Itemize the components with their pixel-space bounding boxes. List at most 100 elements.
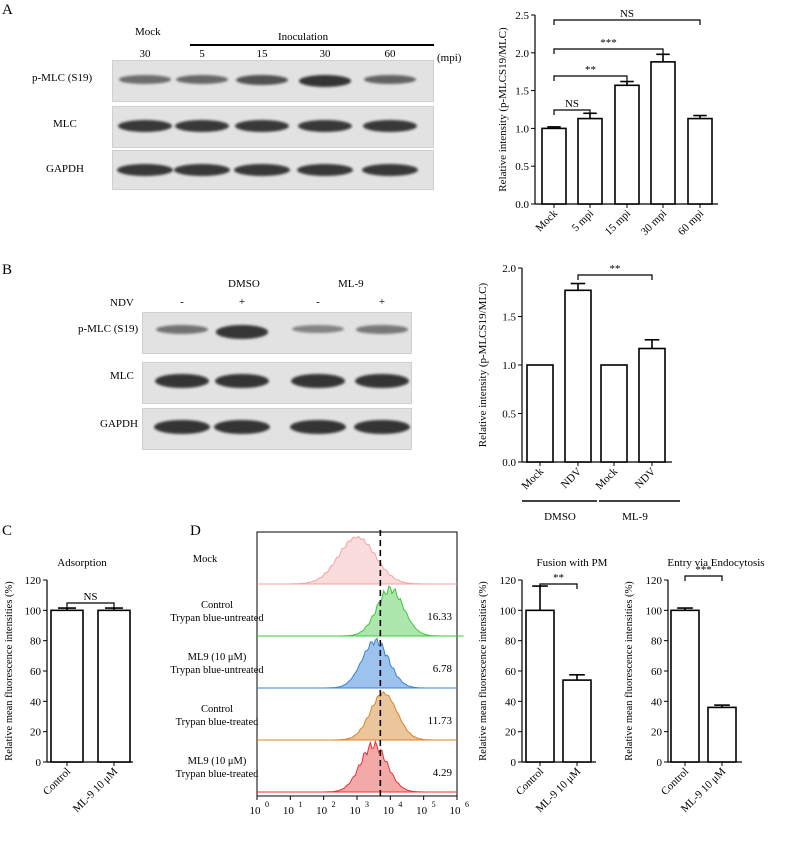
panel-letter-a: A	[2, 2, 13, 18]
histogram-row-label: Trypan blue-treated	[176, 717, 259, 728]
lane-label: 30	[319, 48, 331, 60]
x-tick-exponent: 6	[465, 800, 469, 809]
y-tick-label: 100	[500, 605, 517, 617]
row-label-pmlc: p-MLC (S19)	[32, 72, 93, 84]
band-gapdh	[362, 164, 418, 176]
histogram-row-label: Control	[201, 600, 233, 611]
group-label-dmso-axis: DMSO	[544, 511, 576, 523]
y-tick-label: 0.0	[515, 199, 529, 211]
band-mlc-b	[291, 374, 345, 388]
x-tick-label: 10	[350, 805, 362, 817]
chart-title: Entry via Endocytosis	[667, 557, 764, 569]
x-tick-exponent: 0	[265, 800, 269, 809]
mpi-unit: (mpi)	[437, 52, 462, 64]
band-pmlc-b	[216, 325, 268, 339]
significance-bracket	[553, 48, 664, 54]
significance-bracket	[577, 274, 653, 280]
inoculation-header: Inoculation	[278, 31, 329, 43]
band-gapdh	[117, 164, 173, 176]
significance-label: NS	[565, 98, 579, 110]
y-tick-label: 2.0	[515, 48, 529, 60]
significance-bracket	[684, 575, 723, 581]
y-tick-label: 0.5	[515, 161, 529, 173]
x-tick-label: 10	[383, 805, 395, 817]
significance-label: ***	[695, 564, 712, 576]
band-mlc-b	[355, 374, 409, 388]
y-tick-label: 120	[25, 575, 42, 587]
band-pmlc	[236, 75, 288, 86]
significance-label: NS	[620, 8, 634, 20]
row-label-gapdh-b: GAPDH	[100, 418, 138, 430]
significance-label: ***	[600, 37, 617, 49]
significance-bracket	[553, 75, 628, 81]
significance-label: NS	[83, 591, 97, 603]
histogram-value: 6.78	[433, 663, 453, 675]
significance-bracket	[553, 19, 701, 25]
ndv-sign: +	[238, 296, 246, 308]
ndv-label: NDV	[110, 297, 134, 309]
y-tick-label: 20	[651, 727, 663, 739]
histogram-row-label: Trypan blue-treated	[176, 769, 259, 780]
y-tick-label: 0	[657, 757, 663, 769]
row-label-mlc-b: MLC	[110, 370, 134, 382]
y-tick-label: 20	[30, 727, 42, 739]
y-tick-label: 80	[651, 636, 663, 648]
band-pmlc	[119, 75, 171, 84]
x-tick-label: 10	[316, 805, 328, 817]
y-tick-label: 2.0	[502, 263, 516, 275]
band-mlc	[175, 120, 229, 132]
histogram-peak	[300, 739, 447, 793]
bar	[526, 364, 554, 463]
x-tick-label: 10	[450, 805, 462, 817]
histogram-peak	[302, 637, 449, 689]
x-tick-exponent: 1	[298, 800, 302, 809]
band-gapdh-b	[290, 420, 346, 434]
band-gapdh	[174, 164, 230, 176]
y-tick-label: 40	[505, 696, 517, 708]
inoculation-bracket	[190, 44, 434, 46]
bar	[687, 117, 713, 205]
band-gapdh-b	[214, 420, 270, 434]
band-pmlc-b	[156, 325, 208, 335]
row-label-gapdh: GAPDH	[46, 163, 84, 175]
y-axis-label: Relative mean fluorescence intensities (…	[624, 581, 635, 761]
chart-title: Fusion with PM	[537, 557, 608, 569]
band-mlc-b	[155, 374, 209, 388]
x-tick-exponent: 2	[332, 800, 336, 809]
band-mlc	[363, 120, 417, 132]
y-tick-label: 120	[500, 575, 517, 587]
x-tick-label: 10	[250, 805, 262, 817]
y-tick-label: 60	[505, 666, 517, 678]
histogram-row-label: Trypan blue-untreated	[170, 665, 264, 676]
x-tick-label: 10	[283, 805, 295, 817]
group-label-ml9-axis: ML-9	[622, 511, 648, 523]
histogram-value: 11.73	[428, 715, 453, 727]
band-mlc	[118, 120, 172, 132]
y-tick-label: 40	[651, 696, 663, 708]
y-tick-label: 0	[511, 757, 517, 769]
group-label-dmso: DMSO	[228, 278, 260, 290]
y-tick-label: 80	[505, 636, 517, 648]
lane-label: 30	[139, 48, 151, 60]
x-tick-exponent: 4	[398, 800, 402, 809]
y-axis-label: Relative mean fluorescence intensities (…	[4, 581, 15, 761]
band-pmlc	[176, 75, 228, 84]
x-tick-label: 10	[416, 805, 428, 817]
band-pmlc-b	[292, 325, 344, 333]
band-mlc-b	[215, 374, 269, 388]
histogram-row-label: ML9 (10 μM)	[188, 756, 247, 767]
histogram-row-label: Control	[201, 704, 233, 715]
y-tick-label: 1.5	[502, 312, 516, 324]
chart-title: Adsorption	[57, 557, 107, 569]
row-label-mlc: MLC	[53, 118, 77, 130]
mock-header: Mock	[135, 26, 161, 38]
lane-label: 15	[256, 48, 268, 60]
lane-label: 60	[384, 48, 396, 60]
y-axis-label: Relative intensity (p-MLCS19/MLC)	[497, 27, 509, 192]
significance-bracket	[539, 583, 578, 589]
